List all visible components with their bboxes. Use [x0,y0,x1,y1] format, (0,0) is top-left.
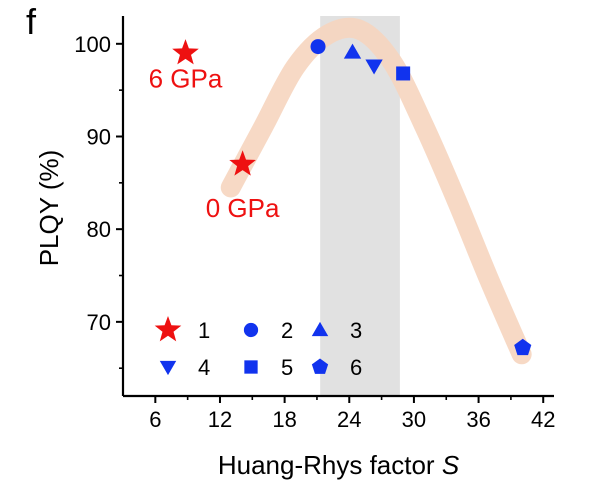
legend-label-5: 5 [281,355,293,380]
trend-band [220,17,532,365]
legend-label-2: 2 [281,318,293,343]
x-axis-title: Huang-Rhys factor S [218,450,460,480]
x-tick-label: 6 [149,407,161,432]
x-tick-label: 36 [466,407,490,432]
data-point-series-4 [365,59,383,75]
x-tick-label: 24 [337,407,361,432]
x-axis-title-main: Huang-Rhys factor [218,450,442,480]
legend-label-4: 4 [198,355,210,380]
panel-label: f [26,1,37,42]
data-point-series-1 [172,39,199,65]
data-point-series-3 [343,43,362,59]
data-point-series-6 [514,338,532,356]
legend-label-3: 3 [350,318,362,343]
legend-label-6: 6 [350,355,362,380]
annotation-label: 6 GPa [149,63,223,93]
y-tick-label: 80 [87,217,111,242]
annotation-label: 0 GPa [206,193,280,223]
legend-marker-6 [311,358,329,374]
legend-marker-1 [154,316,182,342]
legend-marker-3 [311,321,329,337]
data-point-series-5 [396,66,411,81]
legend-marker-5 [244,360,258,374]
legend-marker-2 [243,322,259,338]
y-tick-label: 70 [87,310,111,335]
x-tick-label: 18 [272,407,296,432]
y-tick-label: 90 [87,124,111,149]
x-tick-label: 30 [402,407,426,432]
legend-marker-4 [159,360,177,376]
data-point-series-2 [310,39,326,55]
y-axis-title: PLQY (%) [34,150,64,267]
data-point-series-1 [229,150,256,176]
legend-label-1: 1 [198,318,210,343]
x-tick-label: 12 [208,407,232,432]
shaded-region [320,16,400,396]
x-axis-title-variable: S [442,450,460,480]
y-tick-label: 100 [74,32,111,57]
x-tick-label: 42 [531,407,555,432]
